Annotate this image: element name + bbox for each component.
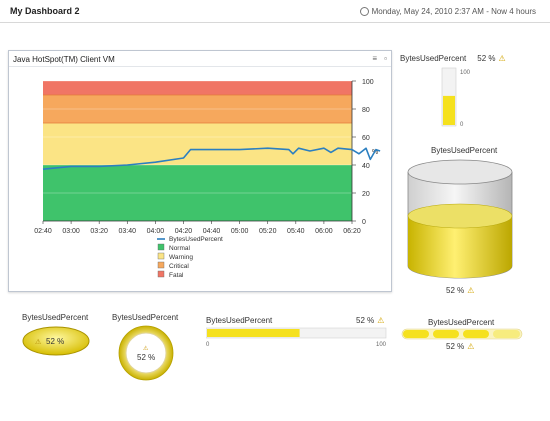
- horiz-bar-fill: [207, 329, 300, 337]
- dashboard-header: My Dashboard 2 Monday, May 24, 2010 2:37…: [0, 0, 550, 22]
- segment-bar-segment: [463, 330, 489, 338]
- cylinder-top: [407, 159, 513, 185]
- legend-label: BytesUsedPercent: [169, 236, 223, 243]
- warning-icon: ⚠: [467, 342, 475, 351]
- round-gauge-face: [125, 332, 167, 374]
- horiz-bar-gauge: 0 100: [206, 327, 387, 348]
- round-gauge: ⚠ 52 %: [118, 325, 174, 381]
- series-line: [42, 147, 381, 170]
- round-gauge-value: 52 %: [137, 353, 155, 362]
- ellipse-gauge-shape: [22, 326, 90, 356]
- thin-bar-header: BytesUsedPercent 52 % ⚠: [400, 54, 506, 63]
- dashboard-title: My Dashboard 2: [10, 6, 80, 16]
- x-tick-label: 05:00: [231, 228, 249, 235]
- thin-bar-max-label: 100: [460, 70, 471, 76]
- segment-bar-segment: [493, 330, 520, 338]
- segment-bar-gauge: [401, 328, 523, 340]
- segment-bar-title: BytesUsedPercent: [428, 318, 495, 327]
- cylinder-title: BytesUsedPercent: [431, 146, 498, 155]
- legend-swatch-warning: [157, 252, 165, 260]
- x-tick-label: 06:00: [315, 228, 333, 235]
- x-tick-label: 03:40: [119, 228, 137, 235]
- warning-icon: ⚠: [377, 316, 385, 325]
- y-tick-label: 0: [362, 219, 366, 226]
- round-gauge-title: BytesUsedPercent: [112, 313, 179, 322]
- ellipse-gauge: ⚠ 52 %: [22, 326, 90, 356]
- segment-bar-track: [401, 328, 523, 340]
- y-tick-label: 20: [362, 191, 370, 198]
- segment-bar-segment: [433, 330, 459, 338]
- y-tick-label: 60: [362, 135, 370, 142]
- x-tick-label: 04:00: [147, 228, 165, 235]
- warning-icon: ⚠: [498, 54, 506, 63]
- y-tick-label: 80: [362, 107, 370, 114]
- cylinder-liquid-top: [407, 203, 513, 229]
- menu-icon[interactable]: ≡: [372, 54, 377, 63]
- band-warning: [43, 123, 352, 165]
- legend-label: Fatal: [169, 272, 184, 279]
- y-tick-label: 100: [362, 79, 374, 86]
- x-tick-label: 03:00: [62, 228, 80, 235]
- band-fatal: [43, 81, 352, 95]
- x-tick-label: 05:20: [259, 228, 277, 235]
- x-tick-label: 06:20: [343, 228, 361, 235]
- legend-label: Normal: [169, 245, 191, 252]
- clock-icon: [359, 7, 369, 16]
- close-icon[interactable]: ▫: [384, 54, 387, 63]
- cylinder-value: 52 %: [446, 286, 465, 295]
- x-tick-label: 03:20: [90, 228, 108, 235]
- thin-bar-gauge: 100 0: [441, 67, 471, 128]
- legend-swatch-fatal: [157, 270, 165, 278]
- thin-bar-title: BytesUsedPercent: [400, 54, 467, 63]
- line-chart-panel: Java HotSpot(TM) Client VM ≡ ▫ 0 20 40 60 80…: [8, 50, 392, 292]
- horiz-bar-title: BytesUsedPercent: [206, 316, 273, 325]
- time-range-selector[interactable]: Monday, May 24, 2010 2:37 AM - Now 4 hou…: [359, 7, 536, 16]
- warning-icon: ⚠: [143, 345, 149, 352]
- x-tick-label: 02:40: [34, 228, 52, 235]
- cylinder-gauge: [407, 159, 513, 279]
- panel-title-divider: [9, 66, 391, 67]
- time-range-label: Monday, May 24, 2010 2:37 AM - Now 4 hou…: [371, 7, 536, 16]
- warning-icon: ⚠: [35, 338, 42, 346]
- ellipse-gauge-value: 52 %: [46, 337, 64, 346]
- horiz-bar-value-row: 52 % ⚠: [356, 316, 384, 325]
- panel-title: Java HotSpot(TM) Client VM: [13, 55, 115, 64]
- x-tick-label: 05:40: [287, 228, 305, 235]
- horiz-bar-max-label: 100: [376, 342, 387, 348]
- ellipse-gauge-title: BytesUsedPercent: [22, 313, 89, 322]
- legend-label: Warning: [169, 254, 193, 261]
- x-tick-label: 04:40: [203, 228, 221, 235]
- header-divider: [0, 22, 550, 23]
- cylinder-liquid: [408, 216, 512, 278]
- segment-bar-value: 52 %: [446, 342, 465, 351]
- horiz-bar-value: 52 %: [356, 316, 375, 325]
- legend-swatch-critical: [157, 261, 165, 269]
- y-tick-label: 40: [362, 163, 370, 170]
- segment-bar-value-row: 52 % ⚠: [446, 342, 474, 351]
- horiz-bar-min-label: 0: [206, 342, 210, 348]
- cylinder-value-row: 52 % ⚠: [446, 286, 474, 295]
- segment-bar-segment: [403, 330, 429, 338]
- thin-bar-value: 52 %: [477, 54, 496, 63]
- legend-swatch-normal: [157, 243, 165, 251]
- warning-icon: ⚠: [467, 286, 475, 295]
- thin-bar-min-label: 0: [460, 122, 464, 128]
- thin-bar-fill: [443, 95, 455, 125]
- x-tick-label: 04:20: [175, 228, 193, 235]
- legend-label: Critical: [169, 263, 189, 270]
